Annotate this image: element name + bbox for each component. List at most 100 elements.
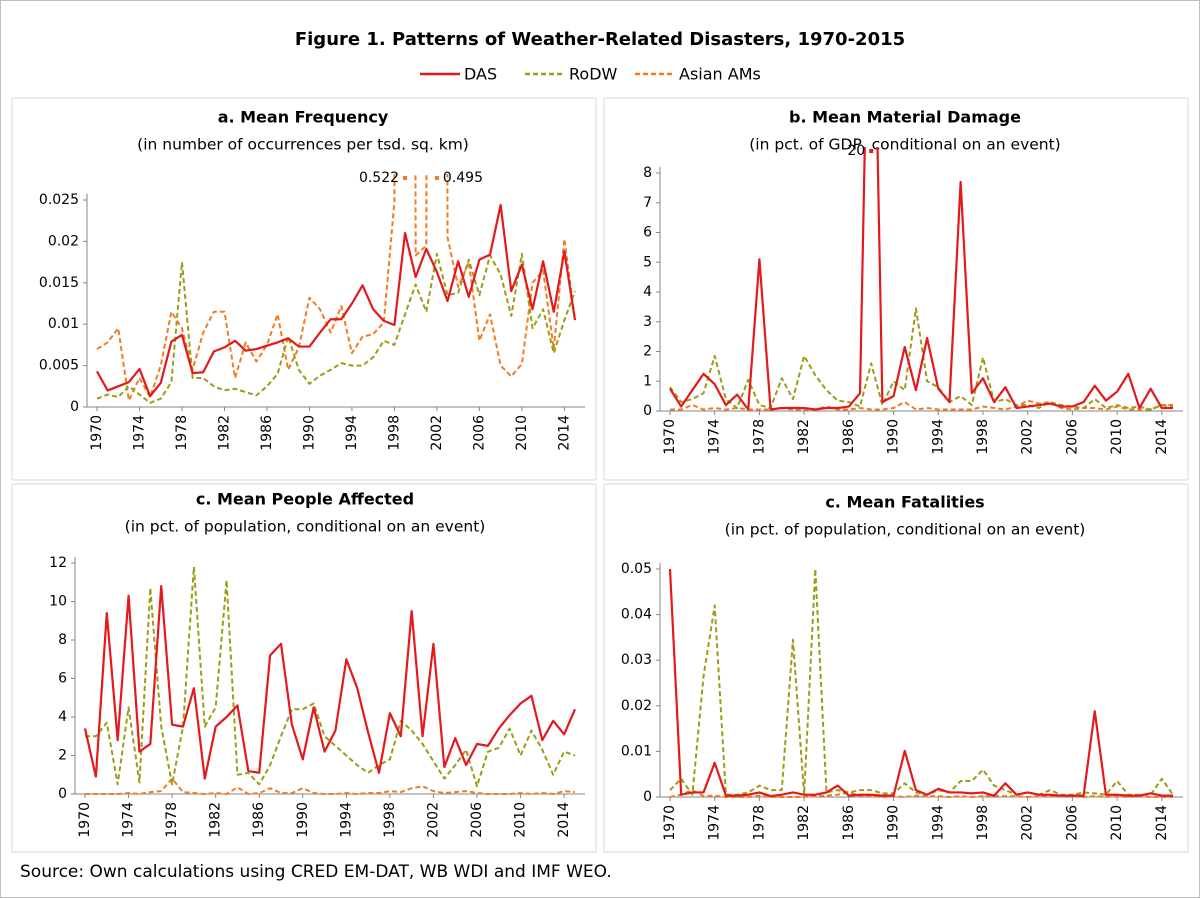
x-tick-label: 1990 — [295, 802, 311, 838]
panel-title: c. Mean Fatalities — [825, 493, 984, 512]
y-tick-label: 4 — [58, 709, 67, 725]
offscale-label: 0.522 — [359, 170, 399, 186]
x-tick-label: 1994 — [344, 415, 360, 451]
y-tick-label: 10 — [49, 594, 67, 610]
y-tick-label: 0 — [58, 786, 67, 802]
x-tick-label: 1970 — [89, 415, 105, 451]
y-tick-label: 0.05 — [621, 561, 652, 577]
series-line — [669, 147, 1173, 411]
x-tick-label: 1974 — [707, 805, 723, 841]
x-tick-label: 2014 — [1154, 805, 1170, 841]
x-tick-label: 1994 — [338, 802, 354, 838]
series-line — [83, 585, 577, 780]
series-line — [96, 252, 576, 404]
y-tick-label: 6 — [643, 225, 652, 241]
x-tick-label: 2010 — [514, 415, 530, 451]
y-tick-label: 4 — [643, 284, 652, 300]
x-tick-label: 2002 — [1020, 805, 1036, 841]
x-tick-label: 1974 — [131, 415, 147, 451]
panel-subtitle: (in pct. of GDP, conditional on an event… — [749, 136, 1060, 154]
x-tick-label: 2002 — [425, 802, 441, 838]
y-tick-label: 6 — [58, 671, 67, 687]
x-tick-label: 1986 — [251, 802, 267, 838]
figure-title: Figure 1. Patterns of Weather-Related Di… — [295, 29, 905, 50]
x-tick-label: 1982 — [796, 419, 812, 455]
x-tick-label: 1978 — [751, 419, 767, 455]
x-tick-label: 1998 — [382, 802, 398, 838]
series-line — [85, 777, 576, 795]
x-tick-label: 1982 — [796, 805, 812, 841]
x-tick-label: 2006 — [1064, 419, 1080, 455]
y-tick-label: 2 — [58, 748, 67, 764]
x-tick-label: 2002 — [429, 415, 445, 451]
y-tick-label: 0 — [643, 789, 652, 805]
x-tick-label: 1970 — [662, 805, 678, 841]
y-tick-label: 2 — [643, 344, 652, 360]
x-tick-label: 2006 — [471, 415, 487, 451]
x-tick-label: 1982 — [208, 802, 224, 838]
offscale-marker — [869, 149, 874, 153]
series-line — [669, 568, 1174, 796]
panel-frame — [11, 97, 597, 481]
panel: c. Mean Fatalities (in pct. of population… — [603, 483, 1189, 853]
x-tick-label: 1974 — [121, 802, 137, 838]
panel: c. Mean People Affected (in pct. of popul… — [11, 483, 597, 853]
panel-subtitle: (in number of occurrences per tsd. sq. k… — [137, 136, 469, 154]
x-tick-label: 1990 — [886, 419, 902, 455]
x-tick-label: 1974 — [707, 419, 723, 455]
panel-title: b. Mean Material Damage — [789, 108, 1021, 127]
x-tick-label: 1998 — [975, 419, 991, 455]
y-tick-label: 0.015 — [39, 275, 79, 291]
y-tick-label: 3 — [643, 314, 652, 330]
x-tick-label: 1970 — [77, 802, 93, 838]
y-tick-label: 0.01 — [48, 316, 79, 332]
y-tick-label: 0 — [70, 399, 79, 415]
panel-frame — [11, 483, 597, 853]
legend: DAS RoDW Asian AMs — [420, 65, 761, 84]
x-tick-label: 1982 — [216, 415, 232, 451]
y-tick-label: 7 — [643, 195, 652, 211]
x-tick-label: 1986 — [259, 415, 275, 451]
panel-frame — [603, 97, 1189, 481]
y-tick-label: 0.02 — [621, 698, 652, 714]
x-tick-label: 1998 — [975, 805, 991, 841]
offscale-label: 20 — [847, 143, 865, 159]
series-line — [668, 568, 1173, 798]
x-tick-label: 1986 — [841, 419, 857, 455]
x-tick-label: 1978 — [164, 802, 180, 838]
y-tick-label: 12 — [49, 555, 67, 571]
x-tick-label: 2002 — [1020, 419, 1036, 455]
series-line — [670, 399, 1173, 411]
y-tick-label: 0 — [643, 403, 652, 419]
x-tick-label: 1970 — [662, 419, 678, 455]
x-tick-label: 2014 — [556, 415, 572, 451]
panel-frame — [603, 483, 1189, 853]
panel-title: c. Mean People Affected — [196, 490, 414, 509]
x-tick-label: 1990 — [301, 415, 317, 451]
x-tick-label: 1998 — [386, 415, 402, 451]
panel-subtitle: (in pct. of population, conditional on a… — [125, 518, 486, 536]
offscale-marker — [403, 176, 408, 180]
panel: a. Mean Frequency (in number of occurrenc… — [11, 97, 597, 481]
x-tick-label: 2006 — [1064, 805, 1080, 841]
y-tick-label: 0.04 — [621, 607, 652, 623]
x-tick-label: 2010 — [513, 802, 529, 838]
source-note: Source: Own calculations using CRED EM-D… — [20, 862, 612, 882]
legend-label: Asian AMs — [679, 65, 761, 84]
x-tick-label: 1986 — [841, 805, 857, 841]
x-tick-label: 2014 — [1154, 419, 1170, 455]
y-tick-label: 8 — [58, 632, 67, 648]
x-tick-label: 1978 — [751, 805, 767, 841]
x-tick-label: 2010 — [1109, 419, 1125, 455]
offscale-label: 0.495 — [443, 170, 483, 186]
panel-title: a. Mean Frequency — [218, 108, 389, 127]
offscale-marker — [434, 176, 439, 180]
x-tick-label: 1990 — [886, 805, 902, 841]
y-tick-label: 8 — [643, 165, 652, 181]
y-tick-label: 5 — [643, 254, 652, 270]
y-tick-label: 1 — [643, 373, 652, 389]
x-tick-label: 2014 — [556, 802, 572, 838]
y-tick-label: 0.02 — [48, 233, 79, 249]
